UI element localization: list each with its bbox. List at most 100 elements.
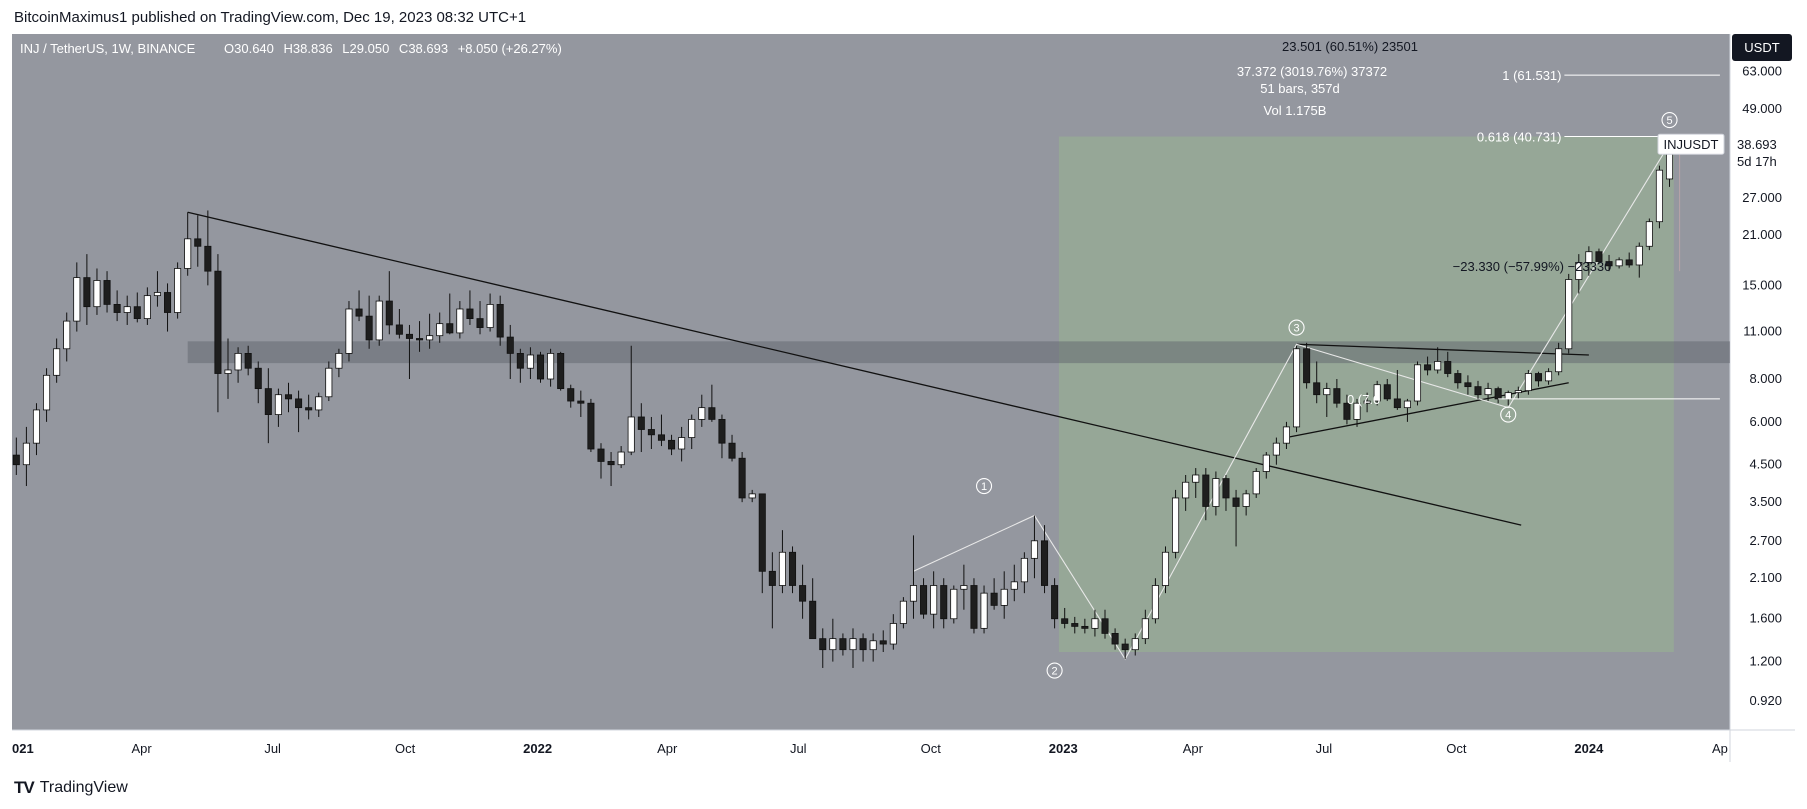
candle-body (909, 585, 918, 602)
time-tick-label: 2023 (1049, 741, 1078, 756)
candle-body (1141, 618, 1149, 640)
candle-body (1504, 392, 1512, 400)
candle-body (1161, 551, 1170, 586)
candle-body (1313, 382, 1321, 396)
candle-body (1172, 497, 1180, 553)
candle-body (940, 585, 948, 620)
wave-label: 2 (1052, 666, 1058, 678)
candle-body (476, 318, 484, 328)
candle-body (718, 418, 726, 444)
time-tick-label: Oct (395, 741, 416, 756)
candle-body (577, 400, 585, 404)
candle-body (466, 308, 474, 320)
price-axis-ticks: 63.000 49.000 27.000 21.000 15.000 11.000 8.00… (1742, 64, 1782, 709)
candle-body (708, 407, 716, 420)
candle-body (1202, 474, 1210, 507)
time-tick-label: Jul (1316, 741, 1333, 756)
candle-body (1232, 497, 1240, 507)
candle-body (345, 308, 353, 354)
candle-body (93, 280, 101, 308)
candle-body (12, 454, 20, 466)
time-tick-label: 021 (12, 741, 34, 756)
symbol-title: INJ / TetherUS, 1W, BINANCE (20, 41, 196, 56)
candle-body (899, 600, 907, 624)
tradingview-logo[interactable]: TV TradingView (14, 778, 128, 798)
candle-body (1041, 540, 1049, 586)
candle-body (536, 354, 545, 380)
candle-body (1151, 585, 1159, 620)
last-price-value: 38.693 (1737, 137, 1777, 152)
currency-button-label[interactable]: USDT (1744, 40, 1779, 55)
candle-body (920, 585, 928, 615)
candle-body (214, 270, 222, 374)
wave-circle (1661, 112, 1678, 129)
ohlc-l-label: L (342, 41, 349, 56)
currency-button[interactable]: USDT (1732, 34, 1792, 61)
candle-body (607, 461, 615, 466)
fib-levels: 1 (61.531) 0.618 (40.731) 0 (7.0 (1347, 68, 1720, 407)
candle-body (1081, 625, 1089, 629)
wave-label: 1 (981, 481, 987, 493)
candle-body (597, 448, 605, 462)
wave-label: 5 (1666, 115, 1672, 127)
candle-body (1434, 361, 1442, 371)
candle-body (1474, 386, 1482, 396)
candle-body (123, 306, 131, 313)
time-tick-label: Apr (657, 741, 678, 756)
ohlc-o-label: O (224, 41, 234, 56)
fib-label-0618: 0.618 (40.731) (1477, 130, 1562, 145)
candle-body (879, 640, 887, 645)
candle-body (839, 638, 847, 651)
tradingview-logo-icon: TV (14, 778, 35, 797)
candle-body (1121, 643, 1129, 651)
candle-body (738, 457, 746, 499)
last-price-symbol: INJUSDT (1664, 137, 1719, 152)
resistance-band (187, 341, 1730, 364)
fib-label-0: 0 (7.0 (1347, 392, 1380, 407)
candle-body (1000, 588, 1008, 606)
time-axis-ticks: 021 Apr Jul Oct 2022 Apr Jul Oct 2023 Apr Jul Oct 20… (12, 741, 1728, 756)
candle-body (657, 434, 665, 441)
candle-body (748, 493, 756, 499)
measure-volume-label: Vol 1.175B (1264, 103, 1327, 118)
wave-circle (1288, 319, 1305, 336)
candle-body (1454, 373, 1462, 384)
candle-body (456, 308, 464, 334)
time-axis[interactable] (12, 730, 1795, 762)
candle-body (1051, 585, 1059, 620)
candle-body (395, 324, 403, 335)
candle-body (1101, 618, 1109, 634)
candlestick-chart[interactable]: 1 (61.531) 0.618 (40.731) 0 (7.0 1 2 3 4 5 INJ… (12, 34, 1795, 762)
candle-body (113, 304, 121, 313)
candle-body (1333, 388, 1341, 404)
ohlc-c-label: C (399, 41, 408, 56)
candle-body (1575, 261, 1583, 280)
triangle-upper-line (1296, 343, 1589, 356)
candle-body (43, 374, 51, 411)
chart-frame[interactable]: 1 (61.531) 0.618 (40.731) 0 (7.0 1 2 3 4 5 INJ… (12, 34, 1795, 762)
candle-body (1444, 361, 1452, 374)
candle-body (315, 396, 323, 411)
candle-body (778, 551, 786, 586)
price-tick-label: 4.500 (1749, 457, 1782, 472)
wave-count-path (913, 143, 1670, 661)
candle-body (889, 623, 897, 645)
last-price-symbol-box (1657, 133, 1725, 155)
candle-body (960, 585, 968, 590)
candle-body (567, 388, 575, 402)
time-tick-label: Oct (921, 741, 942, 756)
candle-body (980, 592, 988, 629)
candle-body (819, 638, 827, 651)
candle-body (869, 640, 877, 651)
price-tick-label: 8.000 (1749, 371, 1782, 386)
ohlc-h-label: H (284, 41, 293, 56)
candle-body (405, 333, 413, 339)
candle-body (849, 638, 857, 651)
time-tick-label: Apr (131, 741, 152, 756)
plot-area[interactable] (12, 34, 1730, 730)
candle-body (164, 292, 172, 313)
time-tick-label: Jul (790, 741, 807, 756)
ohlc-l-value: 29.050 (350, 41, 390, 56)
candle-body (637, 416, 645, 430)
candle-body (1282, 426, 1290, 444)
